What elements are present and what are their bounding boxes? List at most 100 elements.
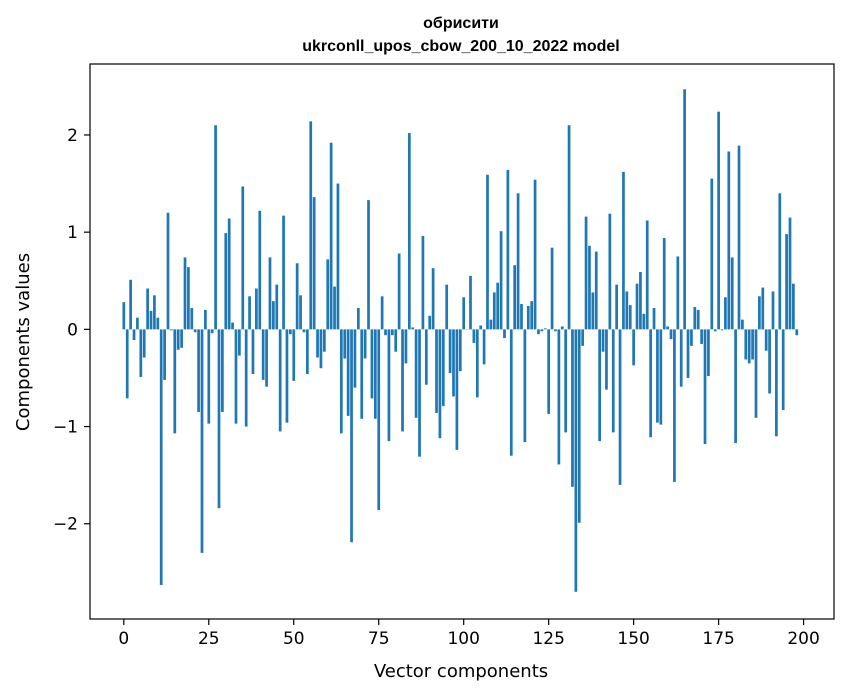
bar-151 bbox=[635, 283, 639, 330]
bar-194 bbox=[781, 329, 785, 411]
bar-146 bbox=[618, 329, 622, 485]
bar-91 bbox=[431, 268, 435, 330]
bar-48 bbox=[285, 329, 289, 423]
bar-104 bbox=[475, 329, 479, 398]
bar-14 bbox=[170, 329, 173, 331]
bar-45 bbox=[275, 284, 279, 330]
bar-83 bbox=[404, 329, 408, 364]
bar-95 bbox=[445, 284, 449, 330]
bar-89 bbox=[424, 329, 428, 385]
bar-185 bbox=[751, 329, 754, 360]
bar-46 bbox=[278, 329, 282, 432]
bar-166 bbox=[686, 329, 690, 378]
bar-59 bbox=[322, 329, 326, 352]
bar-191 bbox=[771, 291, 775, 330]
bar-141 bbox=[601, 329, 605, 352]
x-tick-label: 175 bbox=[702, 629, 734, 649]
bar-93 bbox=[438, 329, 442, 439]
bar-97 bbox=[452, 329, 455, 397]
bar-65 bbox=[343, 329, 347, 359]
x-tick-label: 0 bbox=[118, 629, 129, 649]
bar-63 bbox=[336, 183, 340, 330]
bar-19 bbox=[187, 267, 190, 330]
bar-35 bbox=[241, 186, 245, 330]
bar-106 bbox=[482, 329, 486, 365]
bar-25 bbox=[207, 329, 211, 424]
bar-16 bbox=[176, 329, 180, 350]
bar-94 bbox=[441, 329, 445, 407]
bar-7 bbox=[146, 288, 149, 330]
bar-145 bbox=[615, 284, 619, 330]
bar-136 bbox=[584, 216, 588, 330]
bar-5 bbox=[139, 329, 143, 377]
bar-164 bbox=[679, 329, 683, 387]
bar-182 bbox=[741, 319, 744, 330]
bars-group bbox=[122, 89, 799, 592]
bar-132 bbox=[571, 329, 574, 487]
bar-154 bbox=[645, 220, 649, 330]
x-axis-label: Vector components bbox=[374, 661, 548, 682]
bar-124 bbox=[543, 328, 547, 330]
bar-8 bbox=[149, 310, 153, 330]
bar-3 bbox=[132, 329, 136, 341]
bar-196 bbox=[788, 217, 792, 330]
bar-149 bbox=[628, 305, 632, 330]
x-tick-label: 200 bbox=[787, 629, 819, 649]
bar-138 bbox=[591, 292, 595, 330]
bar-76 bbox=[380, 296, 384, 330]
y-axis-label: Components values bbox=[13, 253, 34, 431]
bar-21 bbox=[193, 329, 197, 333]
bar-9 bbox=[153, 295, 156, 330]
bar-160 bbox=[666, 326, 669, 330]
bar-49 bbox=[289, 329, 292, 335]
bar-105 bbox=[479, 325, 483, 330]
bar-100 bbox=[462, 297, 466, 330]
bar-79 bbox=[390, 329, 394, 336]
y-tick-label: −1 bbox=[53, 418, 78, 438]
bar-15 bbox=[173, 329, 177, 434]
bar-128 bbox=[557, 329, 561, 465]
x-tick-label: 125 bbox=[532, 629, 564, 649]
bar-178 bbox=[727, 151, 731, 330]
bar-71 bbox=[363, 329, 367, 359]
plot-frame bbox=[89, 63, 835, 620]
bar-156 bbox=[652, 307, 656, 330]
bar-180 bbox=[734, 329, 737, 444]
bar-38 bbox=[251, 329, 255, 375]
bar-134 bbox=[577, 329, 581, 523]
bar-99 bbox=[458, 329, 462, 372]
bar-41 bbox=[261, 329, 265, 380]
chart-title: обрисити bbox=[423, 15, 499, 32]
bar-192 bbox=[775, 329, 778, 437]
bar-61 bbox=[329, 142, 333, 330]
bar-158 bbox=[659, 329, 663, 425]
bar-57 bbox=[316, 329, 319, 358]
bar-133 bbox=[574, 329, 578, 592]
bar-186 bbox=[754, 329, 758, 418]
bar-147 bbox=[622, 171, 625, 330]
bar-197 bbox=[792, 283, 795, 330]
bar-51 bbox=[295, 263, 299, 330]
bar-39 bbox=[255, 288, 258, 330]
y-tick-label: 1 bbox=[67, 223, 78, 243]
bar-190 bbox=[768, 329, 771, 394]
bar-96 bbox=[448, 329, 452, 374]
bar-11 bbox=[159, 329, 163, 585]
bar-53 bbox=[302, 329, 306, 333]
bar-29 bbox=[221, 329, 224, 412]
bar-88 bbox=[421, 236, 425, 330]
bar-140 bbox=[598, 329, 602, 442]
bar-78 bbox=[387, 329, 391, 442]
bar-18 bbox=[183, 257, 187, 330]
bar-40 bbox=[258, 210, 262, 330]
bar-107 bbox=[486, 174, 489, 330]
bar-81 bbox=[397, 253, 401, 330]
bar-159 bbox=[662, 237, 666, 330]
bar-165 bbox=[683, 89, 686, 330]
bar-102 bbox=[469, 275, 472, 330]
bar-72 bbox=[367, 200, 370, 330]
bar-195 bbox=[785, 234, 788, 330]
bar-24 bbox=[204, 309, 207, 330]
x-tick-label: 50 bbox=[283, 629, 305, 649]
bar-33 bbox=[234, 329, 238, 424]
